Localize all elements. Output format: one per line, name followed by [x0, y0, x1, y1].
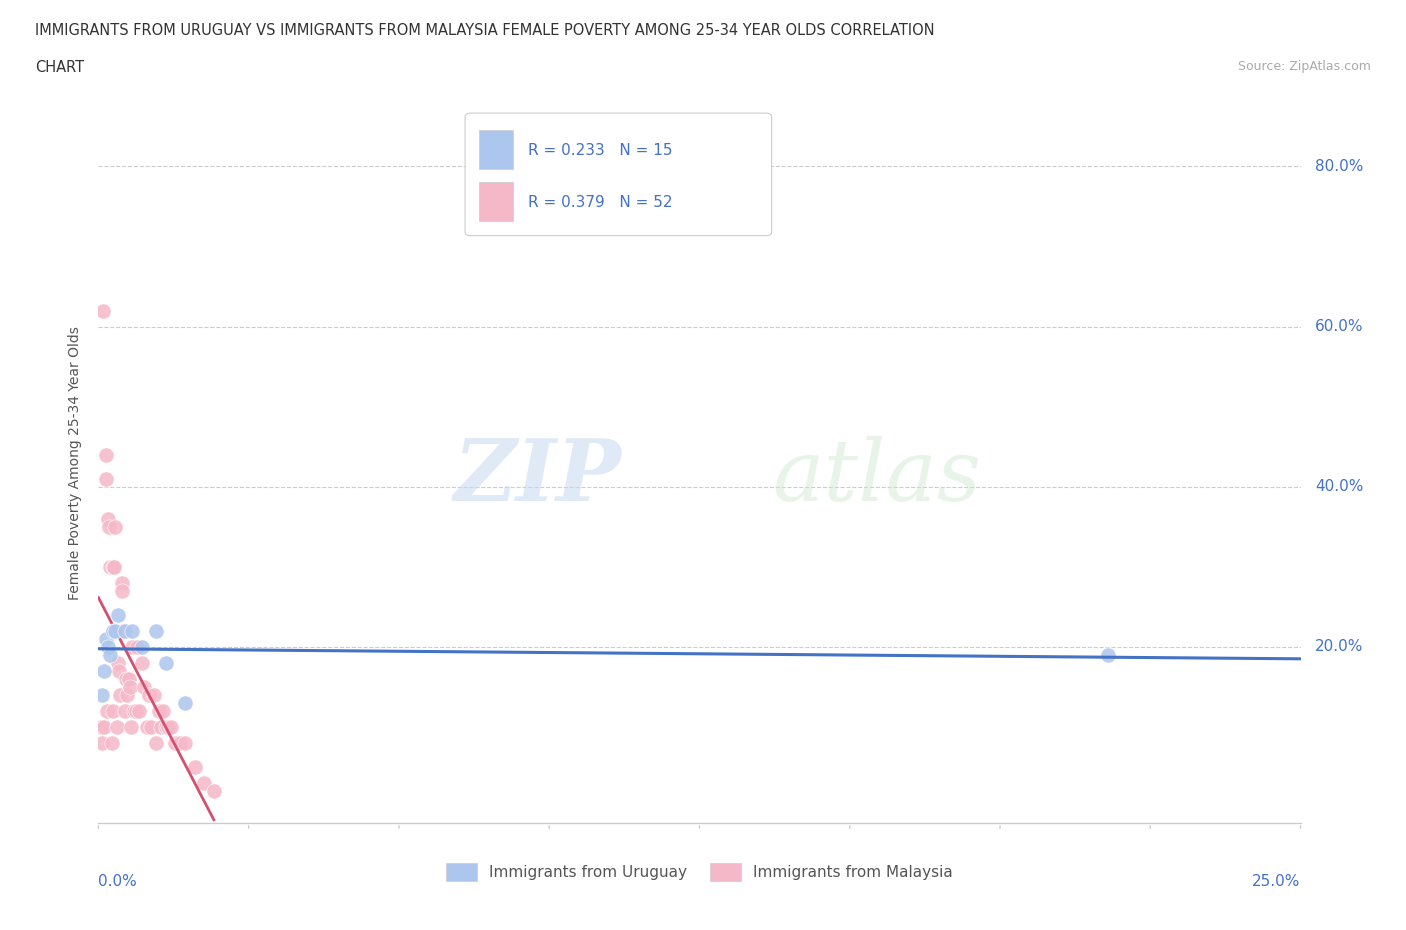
Point — [131, 656, 153, 671]
Point — [141, 720, 163, 735]
Point — [108, 687, 131, 702]
Point — [125, 703, 148, 718]
Point — [125, 640, 148, 655]
Point — [114, 623, 136, 638]
Point — [145, 736, 167, 751]
Point — [94, 472, 117, 486]
Point — [118, 671, 141, 686]
Point — [104, 623, 127, 638]
Point — [155, 656, 177, 671]
Point — [1097, 647, 1119, 662]
Point — [174, 696, 197, 711]
Point — [155, 720, 177, 735]
Point — [157, 720, 180, 735]
Point — [132, 680, 155, 695]
Point — [101, 559, 124, 574]
Point — [94, 631, 117, 646]
FancyBboxPatch shape — [479, 181, 513, 221]
Point — [97, 512, 120, 526]
Point — [135, 720, 157, 735]
Point — [91, 736, 114, 751]
Legend: Immigrants from Uruguay, Immigrants from Malaysia: Immigrants from Uruguay, Immigrants from… — [440, 857, 959, 887]
Point — [107, 607, 129, 622]
Y-axis label: Female Poverty Among 25-34 Year Olds: Female Poverty Among 25-34 Year Olds — [69, 326, 83, 600]
Point — [105, 720, 128, 735]
Point — [101, 736, 124, 751]
Point — [101, 623, 124, 638]
Point — [149, 720, 172, 735]
Point — [93, 663, 115, 678]
Point — [114, 703, 136, 718]
Point — [111, 583, 134, 598]
Point — [124, 703, 146, 718]
Text: R = 0.379   N = 52: R = 0.379 N = 52 — [527, 195, 672, 210]
Point — [118, 680, 141, 695]
Point — [93, 720, 115, 735]
Point — [96, 703, 118, 718]
Point — [104, 519, 127, 534]
Point — [120, 720, 142, 735]
Point — [107, 663, 129, 678]
Text: atlas: atlas — [772, 436, 981, 518]
Point — [138, 687, 160, 702]
Point — [169, 736, 191, 751]
Point — [115, 671, 138, 686]
Text: Source: ZipAtlas.com: Source: ZipAtlas.com — [1237, 60, 1371, 73]
Text: CHART: CHART — [35, 60, 84, 75]
FancyBboxPatch shape — [465, 113, 772, 235]
Text: 0.0%: 0.0% — [98, 873, 138, 888]
Point — [183, 760, 205, 775]
Point — [100, 647, 122, 662]
Point — [145, 623, 167, 638]
Point — [142, 687, 165, 702]
Point — [100, 559, 122, 574]
Point — [103, 559, 125, 574]
Text: 40.0%: 40.0% — [1315, 479, 1364, 494]
Point — [128, 703, 150, 718]
Point — [91, 303, 114, 318]
Text: R = 0.233   N = 15: R = 0.233 N = 15 — [527, 143, 672, 158]
Text: 25.0%: 25.0% — [1253, 873, 1301, 888]
Point — [98, 519, 121, 534]
Text: ZIP: ZIP — [454, 435, 621, 519]
Point — [131, 640, 153, 655]
FancyBboxPatch shape — [479, 129, 513, 169]
Point — [90, 720, 112, 735]
Point — [97, 640, 120, 655]
Point — [165, 736, 187, 751]
Point — [112, 623, 135, 638]
Point — [107, 656, 129, 671]
Point — [110, 576, 132, 591]
Point — [174, 736, 197, 751]
Point — [91, 687, 114, 702]
Point — [159, 720, 181, 735]
Point — [202, 784, 225, 799]
Text: IMMIGRANTS FROM URUGUAY VS IMMIGRANTS FROM MALAYSIA FEMALE POVERTY AMONG 25-34 Y: IMMIGRANTS FROM URUGUAY VS IMMIGRANTS FR… — [35, 23, 935, 38]
Point — [152, 703, 174, 718]
Text: 60.0%: 60.0% — [1315, 319, 1364, 334]
Point — [148, 703, 170, 718]
Point — [121, 623, 143, 638]
Point — [94, 447, 117, 462]
Text: 20.0%: 20.0% — [1315, 639, 1364, 655]
Point — [193, 776, 215, 790]
Point — [117, 687, 139, 702]
Point — [101, 703, 124, 718]
Point — [121, 640, 143, 655]
Text: 80.0%: 80.0% — [1315, 159, 1364, 174]
